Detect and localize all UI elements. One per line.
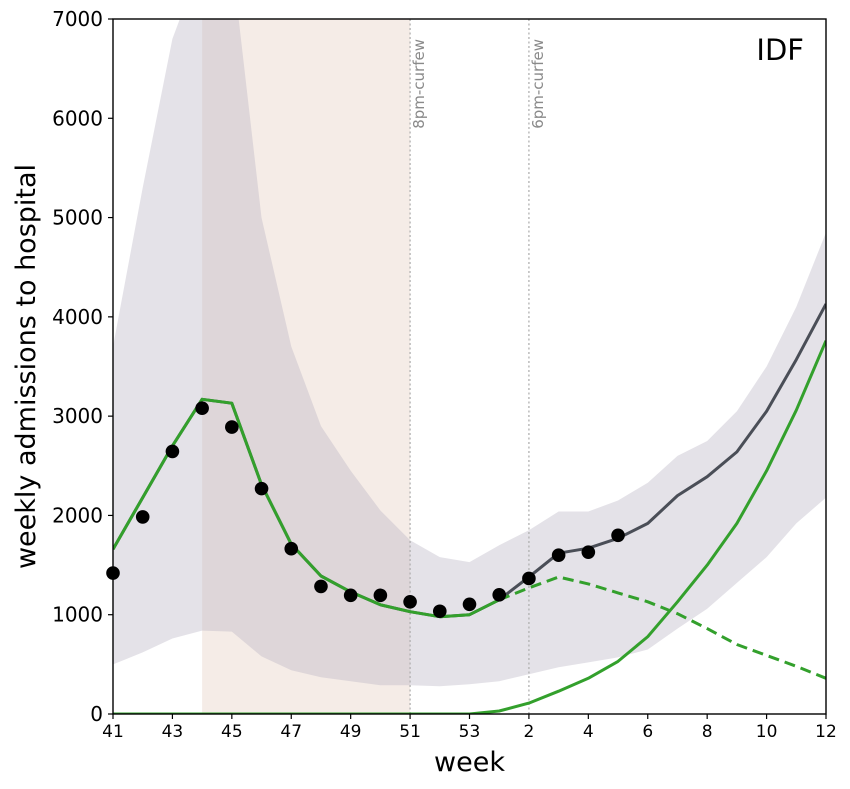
x-tick-label: 41 (102, 722, 124, 742)
observed-point (403, 595, 417, 609)
confidence-band (113, 19, 826, 687)
observed-point (225, 420, 239, 434)
curfew-label: 6pm-curfew (529, 39, 547, 129)
series-line (498, 575, 826, 680)
observed-point (551, 548, 566, 562)
x-tick-label: 43 (162, 722, 184, 742)
observed-point (462, 597, 477, 612)
axis-ticks: 41 43 45 47 49 51 53 2 4 6 8 10 12 0 1000 2000 3000 4000 5… (52, 7, 837, 742)
region-label: IDF (756, 33, 804, 67)
y-tick-label: 6000 (52, 106, 103, 130)
y-tick-label: 3000 (52, 404, 103, 428)
x-tick-label: 6 (642, 722, 653, 742)
curfew-markers: 8pm-curfew 6pm-curfew (409, 19, 547, 714)
y-tick-label: 5000 (52, 206, 103, 230)
y-tick-label: 0 (90, 702, 103, 726)
curfew-label: 8pm-curfew (410, 39, 428, 129)
x-tick-label: 45 (221, 722, 243, 742)
x-tick-label: 51 (399, 722, 421, 742)
observed-point (343, 588, 358, 603)
x-tick-label: 49 (340, 722, 362, 742)
observed-point (373, 588, 388, 603)
observed-point (135, 510, 150, 524)
x-tick-label: 4 (583, 722, 594, 742)
band-layer (113, 19, 826, 714)
observed-point (284, 541, 299, 556)
observed-point (314, 579, 328, 594)
x-tick-label: 2 (524, 722, 535, 742)
y-tick-label: 2000 (52, 503, 103, 527)
observed-point (165, 444, 180, 459)
y-tick-label: 1000 (52, 603, 103, 627)
observed-point (254, 481, 269, 496)
x-tick-label: 47 (280, 722, 302, 742)
y-axis-label: weekly admissions to hospital (11, 164, 42, 569)
x-tick-label: 12 (815, 722, 837, 742)
observed-point (432, 604, 447, 619)
x-tick-label: 8 (702, 722, 713, 742)
x-tick-label: 10 (756, 722, 778, 742)
y-tick-label: 7000 (52, 7, 103, 31)
observed-point (195, 401, 209, 416)
series-line (113, 340, 826, 714)
observed-point (522, 571, 536, 586)
x-tick-label: 53 (459, 722, 481, 742)
observed-point (581, 545, 596, 559)
y-tick-label: 4000 (52, 305, 103, 329)
observed-point (611, 528, 625, 543)
x-axis-label: week (434, 747, 505, 778)
observed-point (492, 588, 507, 602)
